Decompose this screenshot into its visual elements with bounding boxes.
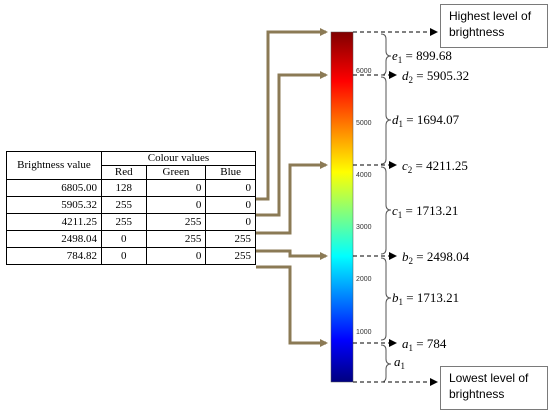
label-a1: a1 = 784 bbox=[402, 336, 447, 353]
label-d2: d2 = 5905.32 bbox=[402, 68, 469, 85]
table-row: 4211.25 255 255 0 bbox=[6, 213, 256, 231]
table-row: 2498.04 0 255 255 bbox=[6, 230, 256, 248]
connector-row-4 bbox=[256, 249, 328, 260]
table-row: 5905.32 255 0 0 bbox=[6, 196, 256, 214]
cell-green: 255 bbox=[145, 230, 207, 248]
cell-green: 0 bbox=[145, 247, 207, 265]
cell-blue: 255 bbox=[205, 247, 256, 265]
tick-5000: 5000 bbox=[356, 120, 372, 127]
cell-brightness: 5905.32 bbox=[6, 196, 102, 214]
colour-scale-bar bbox=[330, 31, 354, 383]
header-colour-values: Colour values bbox=[101, 151, 256, 166]
header-brightness-value: Brightness value bbox=[6, 151, 102, 180]
label-c2: c2 = 4211.25 bbox=[402, 158, 468, 175]
brace-c1 bbox=[380, 166, 392, 255]
tick-4000: 4000 bbox=[356, 172, 372, 179]
cell-green: 255 bbox=[145, 213, 207, 231]
table-header-row: Brightness value Colour values bbox=[6, 151, 256, 180]
cell-red: 0 bbox=[101, 230, 147, 248]
label-d1: d1 = 1694.07 bbox=[392, 112, 460, 129]
cell-blue: 0 bbox=[205, 196, 256, 214]
level-labels: e1 = 899.68 d2 = 5905.32 d1 = 1694.07 c2… bbox=[392, 48, 470, 371]
connector-row-5 bbox=[256, 265, 328, 347]
header-green: Green bbox=[145, 165, 207, 180]
cell-red: 255 bbox=[101, 196, 147, 214]
label-a1-bottom: a1 bbox=[394, 354, 405, 371]
cell-blue: 0 bbox=[205, 179, 256, 197]
cell-brightness: 784.82 bbox=[6, 247, 102, 265]
brace-b1 bbox=[380, 257, 392, 341]
cell-red: 128 bbox=[101, 179, 147, 197]
cell-brightness: 6805.00 bbox=[6, 179, 102, 197]
cell-red: 255 bbox=[101, 213, 147, 231]
tick-1000: 1000 bbox=[356, 329, 372, 336]
cell-blue: 0 bbox=[205, 213, 256, 231]
table-row: 6805.00 128 0 0 bbox=[6, 179, 256, 197]
tick-3000: 3000 bbox=[356, 224, 372, 231]
brace-d1 bbox=[380, 76, 392, 165]
label-e1: e1 = 899.68 bbox=[392, 48, 452, 65]
tick-2000: 2000 bbox=[356, 276, 372, 283]
tick-6000: 6000 bbox=[356, 68, 372, 75]
connector-row-2 bbox=[256, 71, 328, 217]
cell-brightness: 4211.25 bbox=[6, 213, 102, 231]
cell-green: 0 bbox=[145, 196, 207, 214]
header-red: Red bbox=[101, 165, 147, 180]
lowest-brightness-box: Lowest level of brightness bbox=[440, 366, 548, 410]
brightness-colour-table: Brightness value Colour values Red Green… bbox=[6, 151, 256, 265]
label-b1: b1 = 1713.21 bbox=[392, 290, 459, 307]
label-b2: b2 = 2498.04 bbox=[402, 249, 470, 266]
cell-green: 0 bbox=[145, 179, 207, 197]
cell-brightness: 2498.04 bbox=[6, 230, 102, 248]
level-dashed-lines bbox=[353, 28, 438, 386]
connector-row-3 bbox=[256, 161, 328, 235]
brace-a1 bbox=[380, 344, 392, 383]
connector-row-1 bbox=[256, 28, 328, 201]
cell-red: 0 bbox=[101, 247, 147, 265]
label-c1: c1 = 1713.21 bbox=[392, 203, 458, 220]
row-connectors bbox=[256, 28, 328, 347]
brace-e1 bbox=[380, 33, 392, 76]
scale-tick-labels: 1000 2000 3000 4000 5000 6000 bbox=[356, 68, 372, 336]
table-row: 784.82 0 0 255 bbox=[6, 247, 256, 265]
highest-brightness-box: Highest level of brightness bbox=[440, 4, 548, 48]
header-blue: Blue bbox=[205, 165, 256, 180]
table-subheader-row: Red Green Blue bbox=[7, 165, 256, 180]
range-braces bbox=[380, 33, 392, 383]
cell-blue: 255 bbox=[205, 230, 256, 248]
